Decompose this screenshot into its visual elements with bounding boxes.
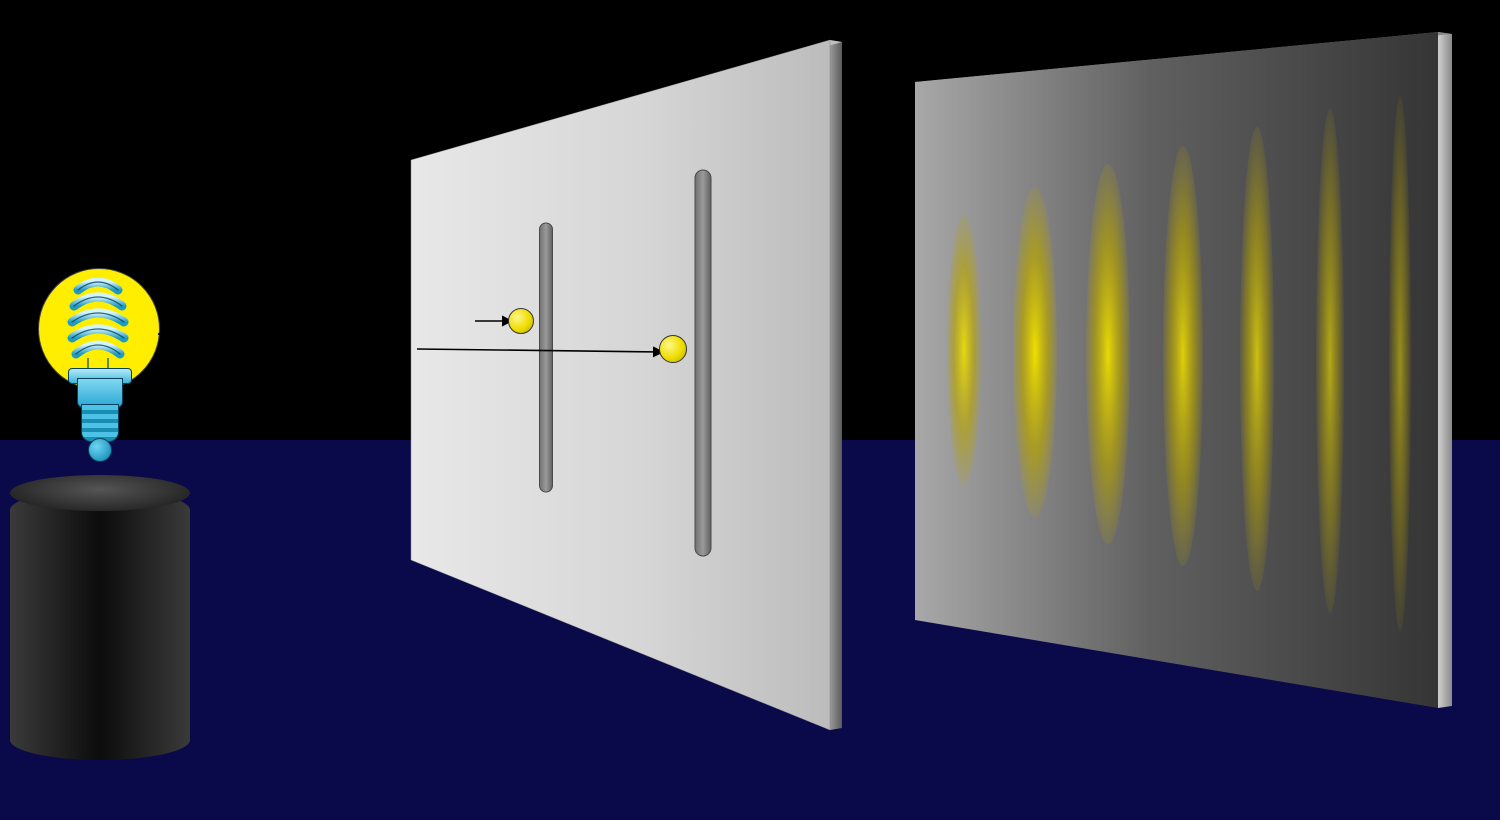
emission-arrow: [0, 0, 1500, 820]
photon-dot: [659, 335, 687, 363]
photon-dot: [508, 308, 534, 334]
